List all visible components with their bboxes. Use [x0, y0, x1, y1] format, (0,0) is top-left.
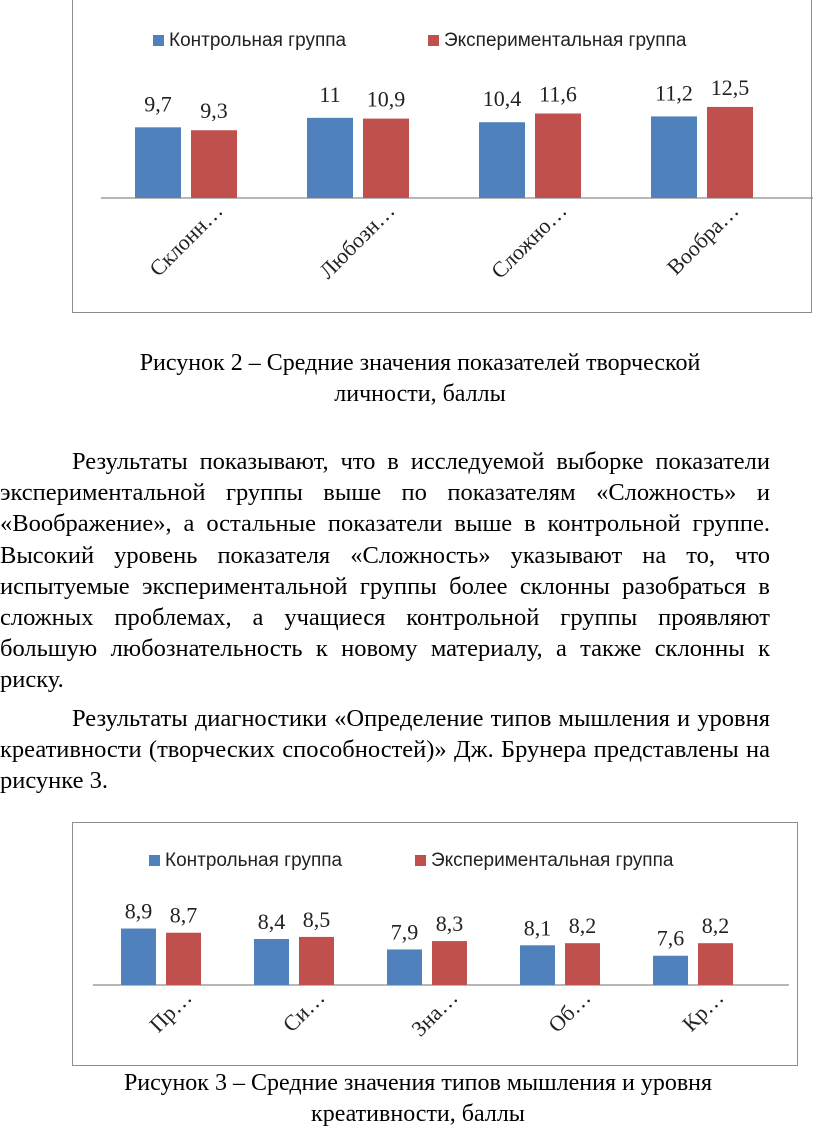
fig3-data-label-experimental-4: 8,2 [569, 913, 597, 938]
fig3-category-label-2: Си… [278, 985, 330, 1037]
fig2-data-label-experimental-1: 9,3 [200, 98, 228, 123]
fig3-bar-experimental-3 [432, 941, 467, 985]
paragraph-results: Результаты показывают, что в исследуемой… [0, 448, 770, 694]
fig2-bar-control-4 [651, 116, 697, 198]
fig3-bar-control-2 [254, 939, 289, 985]
fig2-bar-experimental-4 [707, 106, 753, 198]
fig3-data-label-experimental-2: 8,5 [303, 907, 331, 932]
figure3-caption: Рисунок 3 – Средние значения типов мышле… [0, 1068, 816, 1130]
fig2-category-label-3: Сложно… [486, 198, 572, 284]
fig2-bar-experimental-1 [191, 130, 237, 198]
fig3-bar-control-3 [387, 949, 422, 985]
fig2-data-label-control-4: 11,2 [655, 80, 693, 105]
figure2-chart-svg: Контрольная группа Экспериментальная груп… [101, 30, 813, 284]
fig3-bar-control-1 [121, 928, 156, 985]
fig3-category-label-1: Пр… [144, 985, 196, 1037]
fig2-legend-label-2: Экспериментальная группа [444, 30, 687, 51]
fig2-legend-label-1: Контрольная группа [169, 30, 347, 51]
fig3-legend-label-2: Экспериментальная группа [431, 850, 674, 871]
fig3-data-label-experimental-5: 8,2 [702, 913, 730, 938]
fig2-legend: Контрольная группа Экспериментальная груп… [153, 30, 687, 51]
fig2-data-label-experimental-3: 11,6 [539, 81, 577, 106]
fig3-legend-swatch-2 [415, 855, 426, 866]
fig3-bar-control-4 [520, 945, 555, 985]
figure2-caption-line2: личности, баллы [334, 381, 506, 407]
fig2-category-label-2: Любозн… [314, 198, 400, 284]
fig2-data-label-control-3: 10,4 [483, 86, 522, 111]
fig2-data-label-control-2: 11 [319, 82, 340, 107]
fig3-data-label-experimental-3: 8,3 [436, 911, 464, 936]
fig3-legend-swatch-1 [149, 855, 160, 866]
fig2-category-label-4: Вообра… [662, 198, 744, 280]
fig3-data-label-control-2: 8,4 [258, 909, 286, 934]
fig3-category-label-4: Об… [543, 985, 595, 1037]
fig3-legend-label-1: Контрольная группа [165, 850, 343, 871]
fig2-legend-swatch-2 [428, 35, 439, 46]
fig3-bar-experimental-1 [166, 932, 201, 985]
fig2-bar-experimental-3 [535, 113, 581, 198]
figure2-caption-line1: Рисунок 2 – Средние значения показателей… [139, 350, 701, 376]
fig3-category-label-3: Зна… [406, 985, 462, 1041]
figure3-chart: Контрольная группа Экспериментальная груп… [72, 822, 798, 1066]
fig3-data-label-control-4: 8,1 [524, 915, 552, 940]
figure3-caption-line1: Рисунок 3 – Средние значения типов мышле… [123, 1070, 713, 1096]
fig2-bar-experimental-2 [363, 118, 409, 198]
fig3-data-label-experimental-1: 8,7 [170, 903, 198, 928]
fig3-category-label-5: Кр… [677, 985, 728, 1036]
fig2-bar-control-2 [307, 117, 353, 198]
fig2-category-label-1: Склонн… [144, 198, 227, 281]
fig2-data-label-experimental-2: 10,9 [367, 87, 406, 112]
fig3-bar-control-5 [653, 955, 688, 985]
figure2-chart: Контрольная группа Экспериментальная груп… [72, 0, 813, 313]
figure2-caption: Рисунок 2 – Средние значения показателей… [0, 348, 816, 410]
fig3-bar-experimental-4 [565, 943, 600, 985]
paragraph-diagnostics: Результаты диагностики «Определение типо… [0, 705, 770, 795]
fig2-data-label-control-1: 9,7 [144, 91, 172, 116]
figure3-chart-svg: Контрольная группа Экспериментальная груп… [93, 850, 789, 1041]
figure3-caption-line2: креативности, баллы [311, 1101, 525, 1127]
fig3-bar-experimental-5 [698, 943, 733, 985]
fig2-data-label-experimental-4: 12,5 [711, 75, 750, 100]
fig2-legend-swatch-1 [153, 35, 164, 46]
fig2-bar-control-3 [479, 122, 525, 198]
fig3-data-label-control-1: 8,9 [125, 899, 153, 924]
fig3-bar-experimental-2 [299, 936, 334, 985]
fig2-bar-control-1 [135, 127, 181, 198]
fig3-data-label-control-5: 7,6 [657, 926, 685, 951]
fig3-legend: Контрольная группа Экспериментальная груп… [149, 850, 674, 871]
fig3-data-label-control-3: 7,9 [391, 919, 419, 944]
